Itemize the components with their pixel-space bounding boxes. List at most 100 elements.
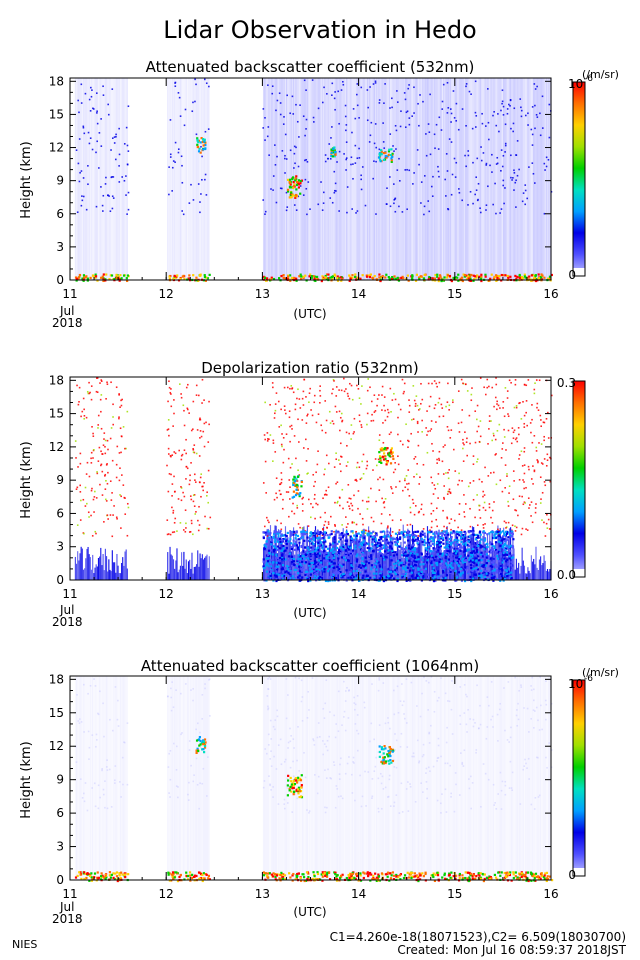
feature-cell xyxy=(344,552,347,556)
speckle-point xyxy=(360,477,363,479)
speckle-point xyxy=(383,404,385,407)
feature-cell xyxy=(197,141,200,144)
feature-cell xyxy=(315,565,318,568)
speckle-point xyxy=(183,424,186,427)
feature-cell xyxy=(423,532,426,535)
speckle-point xyxy=(272,439,275,442)
signal-column xyxy=(303,78,305,280)
speckle-point xyxy=(167,419,170,421)
signal-column xyxy=(286,539,288,580)
feature-cell xyxy=(494,541,498,544)
speckle-point xyxy=(357,388,360,390)
speckle-point xyxy=(401,378,404,381)
speckle-point xyxy=(343,377,345,380)
feature-cell xyxy=(376,560,379,563)
speckle-point xyxy=(265,492,267,494)
speckle-point xyxy=(533,83,536,85)
feature-cell xyxy=(410,533,414,536)
signal-column xyxy=(97,78,100,280)
speckle-point xyxy=(488,503,491,505)
speckle-point xyxy=(187,408,189,411)
speckle-point xyxy=(124,513,127,515)
speckle-point xyxy=(183,449,186,452)
speckle-point xyxy=(342,83,345,86)
signal-column xyxy=(100,547,102,580)
signal-column xyxy=(283,78,285,280)
speckle-point xyxy=(417,511,420,514)
speckle-point xyxy=(389,513,391,516)
speckle-point xyxy=(202,489,205,492)
speckle-point xyxy=(486,386,489,389)
feature-cell xyxy=(404,547,408,550)
feature-cell xyxy=(448,557,451,560)
speckle-point xyxy=(262,199,265,201)
feature-cell xyxy=(439,546,442,549)
speckle-point xyxy=(495,453,497,455)
feature-cell xyxy=(300,564,303,567)
speckle-point xyxy=(524,189,527,192)
speckle-point xyxy=(536,406,538,409)
signal-column xyxy=(453,78,455,280)
feature-cell xyxy=(471,553,474,556)
feature-cell xyxy=(413,534,416,537)
speckle-point xyxy=(296,120,299,123)
feature-cell xyxy=(387,549,390,552)
feature-cell xyxy=(289,531,293,534)
feature-cell xyxy=(347,557,350,561)
feature-cell xyxy=(307,571,310,575)
speckle-point xyxy=(315,421,318,424)
speckle-point xyxy=(88,381,90,384)
feature-cell xyxy=(415,558,418,562)
signal-column xyxy=(451,537,453,580)
speckle-point xyxy=(107,518,109,520)
signal-column xyxy=(399,78,401,280)
feature-cell xyxy=(539,275,542,279)
feature-cell xyxy=(510,530,513,533)
speckle-point xyxy=(374,410,377,412)
speckle-point xyxy=(535,446,538,449)
speckle-point xyxy=(501,448,504,450)
speckle-point xyxy=(282,461,285,464)
feature-cell xyxy=(277,537,280,540)
feature-cell xyxy=(421,533,425,536)
signal-column xyxy=(525,573,527,580)
speckle-point xyxy=(167,533,170,535)
speckle-point xyxy=(292,502,294,505)
speckle-point xyxy=(335,190,337,192)
feature-cell xyxy=(430,537,433,540)
speckle-point xyxy=(448,488,451,491)
feature-cell xyxy=(418,277,421,281)
speckle-point xyxy=(512,470,515,472)
feature-cell xyxy=(471,570,474,573)
speckle-point xyxy=(264,117,266,119)
feature-cell xyxy=(432,547,435,550)
signal-column xyxy=(198,566,200,580)
signal-column xyxy=(387,550,389,580)
feature-cell xyxy=(275,530,278,534)
speckle-point xyxy=(346,501,349,503)
feature-cell xyxy=(452,552,455,555)
speckle-point xyxy=(533,392,536,395)
speckle-point xyxy=(173,521,176,524)
speckle-point xyxy=(458,188,460,190)
speckle-point xyxy=(515,437,518,439)
speckle-point xyxy=(288,479,291,481)
speckle-point xyxy=(511,524,514,527)
speckle-point xyxy=(532,483,534,485)
feature-cell xyxy=(83,276,86,279)
feature-cell xyxy=(430,554,433,558)
feature-cell xyxy=(492,277,496,280)
speckle-point xyxy=(375,213,377,215)
feature-cell xyxy=(197,139,201,142)
signal-column xyxy=(325,78,327,280)
feature-cell xyxy=(404,572,408,575)
signal-column xyxy=(109,78,111,280)
feature-cell xyxy=(300,567,303,570)
signal-column xyxy=(400,78,402,280)
speckle-point xyxy=(112,416,114,418)
speckle-point xyxy=(85,208,88,211)
feature-cell xyxy=(284,571,287,574)
speckle-point xyxy=(461,199,464,202)
feature-cell xyxy=(271,562,274,565)
speckle-point xyxy=(437,473,440,475)
